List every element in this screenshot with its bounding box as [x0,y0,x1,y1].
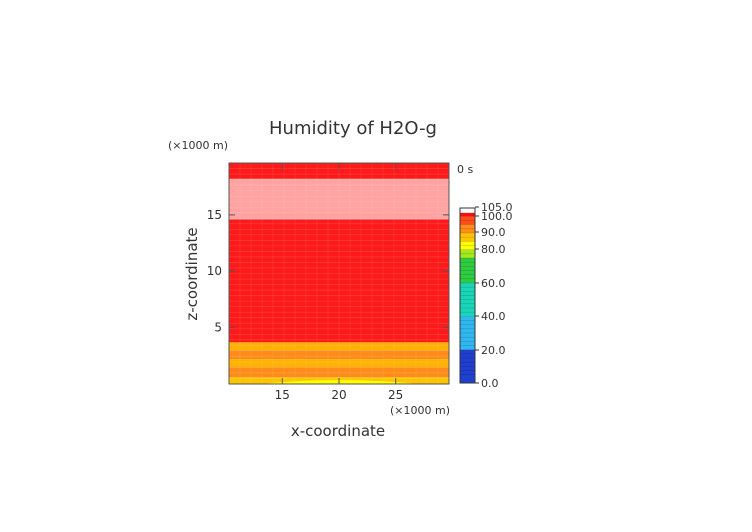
colorbar-segment-5 [460,241,475,250]
humidity-band-5 [229,219,449,343]
colorbar-segment-0 [460,349,475,383]
colorbar-label-4: 60.0 [481,277,506,290]
colorbar-segment-8 [460,216,475,225]
chart-title: Humidity of H2O-g [269,118,437,139]
humidity-band-4 [229,342,449,351]
humidity-band-6 [229,178,449,220]
y-axis-label: z-coordinate [183,227,201,320]
z-unit-label: (×1000 m) [168,139,228,152]
colorbar-segment-10 [460,208,475,213]
colorbar-segment-7 [460,224,475,233]
humidity-band-1 [229,367,449,378]
colorbar-frame [459,207,476,384]
y-tick-label: 15 [207,208,222,222]
colorbar-label-3: 80.0 [481,243,506,256]
colorbar-segment-4 [460,249,475,258]
y-tick-label: 5 [214,321,222,335]
x-tick-label: 20 [331,388,346,402]
colorbar-label-1: 100.0 [481,210,513,223]
colorbar-label-5: 40.0 [481,310,506,323]
x-axis-label: x-coordinate [291,422,385,440]
colorbar-label-0: 105.0 [481,201,513,214]
colorbar-segment-6 [460,233,475,242]
humidity-band-7 [229,163,449,179]
colorbar-label-6: 20.0 [481,344,506,357]
humidity-band-3 [229,350,449,360]
x-tick-label: 15 [275,388,290,402]
plot-area [229,163,449,384]
y-axis-ticks: 5 10 15 [207,208,449,335]
grid-lines [229,163,449,384]
x-tick-label: 25 [388,388,403,402]
colorbar-label-2: 90.0 [481,226,506,239]
humidity-band-2 [229,359,449,368]
time-label: 0 s [457,163,473,176]
x-unit-label: (×1000 m) [390,404,450,417]
x-axis-ticks: 15 20 25 [275,163,403,402]
colorbar-segment-1 [460,316,475,350]
colorbar-segment-2 [460,283,475,317]
colorbar-segment-3 [460,258,475,283]
colorbar-label-7: 0.0 [481,377,499,390]
y-tick-label: 10 [207,264,222,278]
colorbar-segment-9 [460,213,475,217]
